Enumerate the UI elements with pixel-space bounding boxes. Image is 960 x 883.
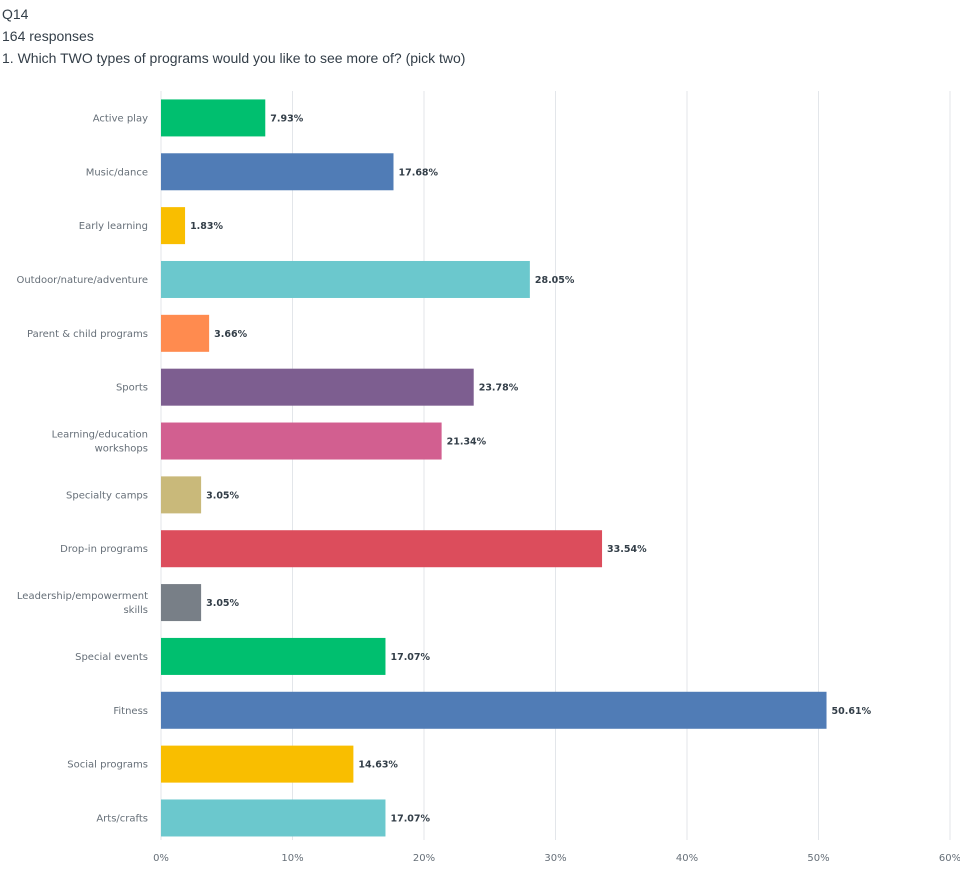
data-label: 3.66% [214, 329, 247, 340]
bar [161, 422, 442, 460]
category-label: Specialty camps [66, 490, 148, 501]
category-label: Parent & child programs [27, 329, 148, 340]
x-tick-label: 30% [544, 853, 566, 864]
x-axis-ticks: 0% 10% 20% 30% 40% 50% 60% [153, 853, 960, 864]
category-label: Sports [116, 383, 148, 394]
response-count: 164 responses [2, 28, 94, 44]
data-label: 17.07% [390, 652, 430, 663]
data-label: 23.78% [479, 383, 519, 394]
data-label: 17.07% [390, 813, 430, 824]
bar [161, 368, 474, 406]
bar [161, 314, 210, 352]
x-tick-label: 10% [281, 853, 303, 864]
category-label: Music/dance [86, 167, 148, 178]
category-label: Leadership/empowerment skills [17, 591, 148, 616]
bar [161, 530, 603, 568]
data-label: 50.61% [832, 706, 872, 717]
x-tick-label: 40% [676, 853, 698, 864]
category-label: Fitness [113, 706, 148, 717]
bar [161, 207, 186, 245]
category-label: Outdoor/nature/adventure [16, 275, 148, 286]
question-id: Q14 [2, 6, 29, 22]
value-labels: 7.93% 17.68% 1.83% 28.05% 3.66% 23.78% 21.34% 3… [190, 113, 872, 824]
bar [161, 691, 827, 729]
bar [161, 476, 202, 514]
category-label: Arts/crafts [96, 813, 148, 824]
data-label: 33.54% [607, 544, 647, 555]
bar [161, 584, 202, 622]
bar [161, 745, 354, 783]
question-header: Q14 164 responses 1. Which TWO types of … [2, 3, 465, 69]
question-text: 1. Which TWO types of programs would you… [2, 50, 466, 66]
bar [161, 260, 530, 298]
data-label: 1.83% [190, 221, 223, 232]
data-label: 21.34% [447, 437, 487, 448]
bars [161, 99, 827, 837]
data-label: 17.68% [398, 167, 438, 178]
data-label: 3.05% [206, 598, 239, 609]
bar [161, 153, 394, 191]
bar [161, 99, 266, 137]
x-tick-label: 50% [807, 853, 829, 864]
category-label: Active play [93, 113, 148, 124]
data-label: 28.05% [535, 275, 575, 286]
category-label: Drop-in programs [60, 544, 148, 555]
bar [161, 637, 386, 675]
category-label: Social programs [67, 760, 148, 771]
category-label: Early learning [79, 221, 148, 232]
bar [161, 799, 386, 837]
category-label: Special events [75, 652, 148, 663]
category-labels: Active play Music/dance Early learning Outd… [16, 113, 148, 824]
data-label: 14.63% [358, 760, 398, 771]
data-label: 3.05% [206, 490, 239, 501]
category-label: Learning/education workshops [52, 430, 148, 455]
x-tick-label: 20% [413, 853, 435, 864]
data-label: 7.93% [270, 113, 303, 124]
x-tick-label: 0% [153, 853, 169, 864]
x-tick-label: 60% [939, 853, 960, 864]
